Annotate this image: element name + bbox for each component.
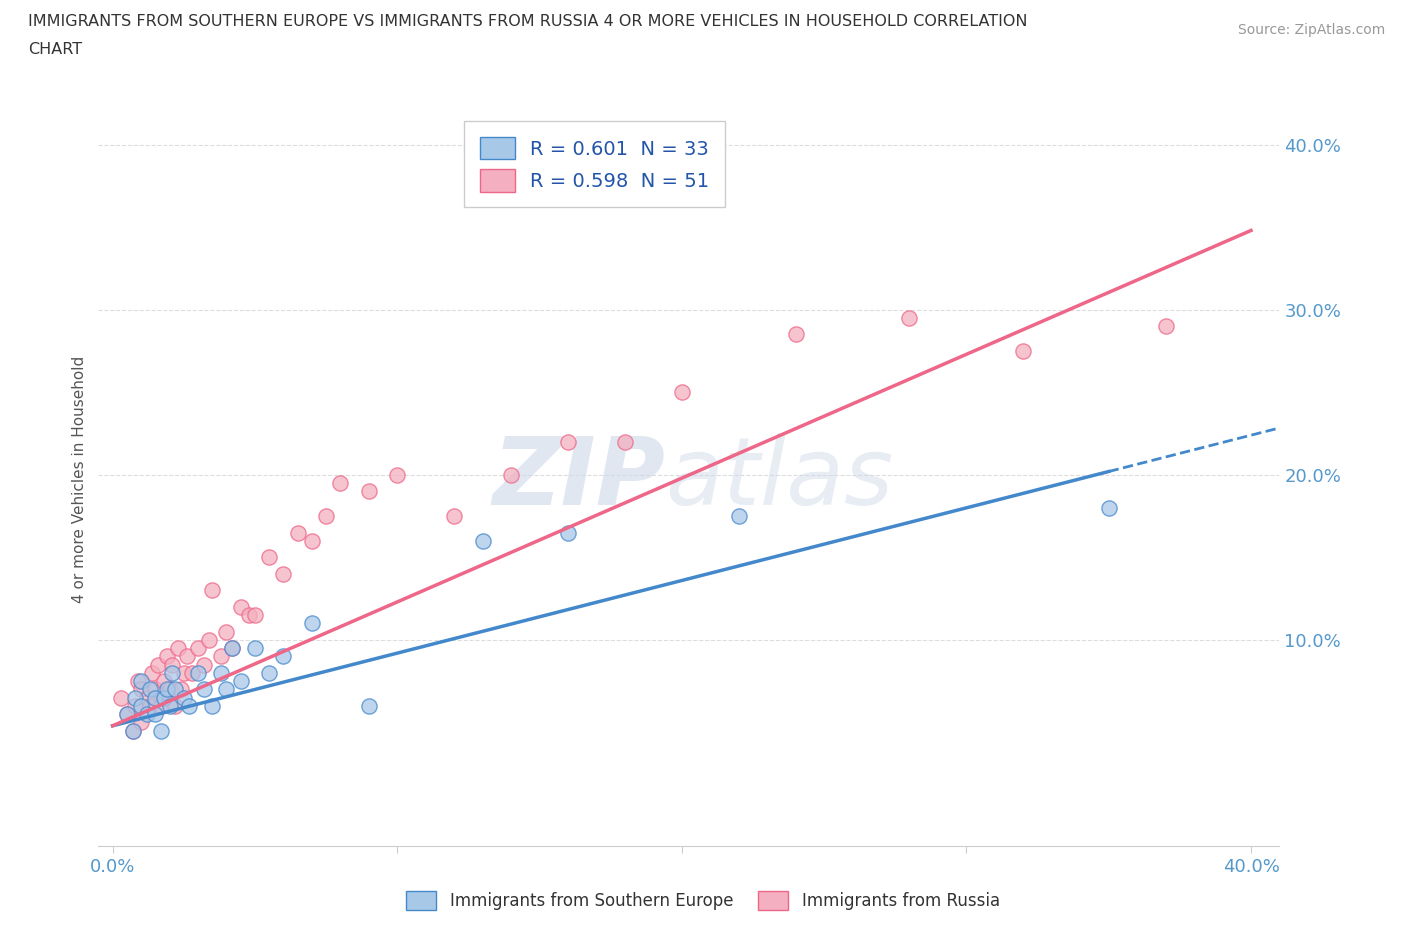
- Point: [110, 690, 132, 705]
- Point: [115, 707, 138, 722]
- Point: [153, 690, 176, 705]
- Point: [143, 682, 166, 697]
- Point: [167, 641, 190, 656]
- Point: [124, 690, 146, 705]
- Point: [165, 682, 187, 697]
- Point: [229, 673, 252, 688]
- Text: ZIP: ZIP: [492, 433, 665, 525]
- Point: [201, 583, 224, 598]
- Point: [187, 666, 209, 681]
- Point: [557, 434, 579, 449]
- Text: CHART: CHART: [28, 42, 82, 57]
- Point: [135, 707, 157, 722]
- Point: [243, 607, 266, 622]
- Text: atlas: atlas: [665, 433, 894, 525]
- Point: [193, 682, 215, 697]
- Point: [156, 649, 179, 664]
- Point: [162, 658, 184, 672]
- Point: [613, 434, 636, 449]
- Point: [329, 475, 352, 490]
- Point: [257, 550, 280, 565]
- Point: [301, 616, 323, 631]
- Point: [1154, 319, 1177, 334]
- Point: [315, 509, 337, 524]
- Point: [557, 525, 579, 540]
- Point: [215, 682, 238, 697]
- Point: [129, 698, 152, 713]
- Text: IMMIGRANTS FROM SOUTHERN EUROPE VS IMMIGRANTS FROM RUSSIA 4 OR MORE VEHICLES IN : IMMIGRANTS FROM SOUTHERN EUROPE VS IMMIG…: [28, 14, 1028, 29]
- Point: [221, 641, 243, 656]
- Point: [170, 682, 193, 697]
- Point: [229, 600, 252, 615]
- Point: [135, 690, 157, 705]
- Point: [181, 666, 204, 681]
- Point: [357, 484, 380, 498]
- Point: [179, 698, 201, 713]
- Point: [201, 698, 224, 713]
- Point: [187, 641, 209, 656]
- Point: [141, 666, 163, 681]
- Point: [671, 385, 693, 400]
- Point: [443, 509, 465, 524]
- Point: [257, 666, 280, 681]
- Point: [150, 698, 173, 713]
- Text: Source: ZipAtlas.com: Source: ZipAtlas.com: [1237, 23, 1385, 37]
- Point: [156, 682, 179, 697]
- Point: [143, 690, 166, 705]
- Point: [499, 468, 522, 483]
- Point: [173, 690, 195, 705]
- Point: [124, 698, 146, 713]
- Point: [898, 311, 921, 325]
- Point: [471, 534, 494, 549]
- Point: [387, 468, 409, 483]
- Point: [138, 682, 160, 697]
- Point: [162, 666, 184, 681]
- Point: [193, 658, 215, 672]
- Point: [159, 698, 181, 713]
- Point: [121, 724, 143, 738]
- Point: [159, 682, 181, 697]
- Point: [209, 649, 232, 664]
- Point: [287, 525, 309, 540]
- Point: [1098, 500, 1121, 515]
- Legend: Immigrants from Southern Europe, Immigrants from Russia: Immigrants from Southern Europe, Immigra…: [399, 884, 1007, 917]
- Point: [221, 641, 243, 656]
- Point: [129, 715, 152, 730]
- Point: [301, 534, 323, 549]
- Point: [115, 707, 138, 722]
- Point: [143, 707, 166, 722]
- Point: [153, 673, 176, 688]
- Point: [129, 673, 152, 688]
- Point: [138, 698, 160, 713]
- Point: [215, 624, 238, 639]
- Point: [357, 698, 380, 713]
- Point: [209, 666, 232, 681]
- Point: [198, 632, 221, 647]
- Point: [148, 658, 170, 672]
- Point: [165, 698, 187, 713]
- Point: [785, 327, 807, 342]
- Point: [121, 724, 143, 738]
- Point: [1012, 343, 1035, 358]
- Point: [176, 649, 198, 664]
- Point: [243, 641, 266, 656]
- Legend: R = 0.601  N = 33, R = 0.598  N = 51: R = 0.601 N = 33, R = 0.598 N = 51: [464, 121, 725, 207]
- Point: [150, 724, 173, 738]
- Point: [173, 666, 195, 681]
- Point: [273, 649, 295, 664]
- Point: [129, 682, 152, 697]
- Point: [127, 673, 149, 688]
- Y-axis label: 4 or more Vehicles in Household: 4 or more Vehicles in Household: [72, 355, 87, 603]
- Point: [153, 690, 176, 705]
- Point: [273, 566, 295, 581]
- Point: [238, 607, 260, 622]
- Point: [727, 509, 749, 524]
